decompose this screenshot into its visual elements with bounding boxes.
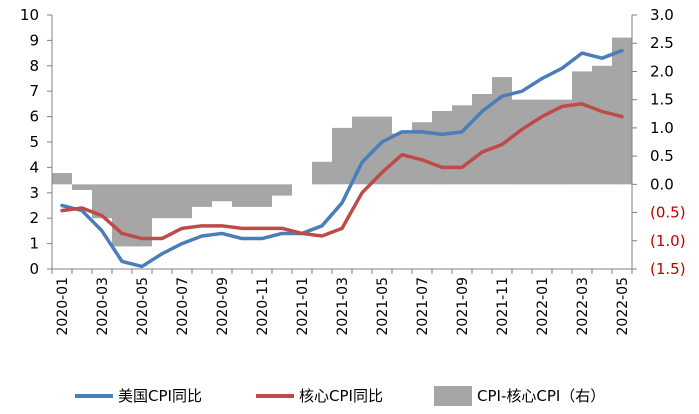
bar-2021-03: [332, 127, 352, 185]
right-tick-label: (1.5): [650, 260, 686, 278]
x-tick-label: 2020-03: [95, 277, 111, 336]
bar-2020-04: [112, 184, 132, 247]
x-tick-label: 2021-07: [415, 277, 431, 336]
bar-2021-07: [412, 122, 432, 185]
bar-2022-02: [552, 99, 572, 185]
x-tick-label: 2022-05: [615, 277, 631, 336]
right-axis-ticks: (1.5) (1.0) (0.5) 0.0 0.5 1.0 1.5 2.0 2.5 3.0: [650, 6, 686, 278]
bar-2020-09: [212, 184, 232, 202]
legend-label-us-cpi: 美国CPI同比: [118, 387, 202, 405]
x-tick-label: 2021-11: [495, 277, 511, 336]
right-tick-label: 0.5: [650, 147, 674, 165]
right-tick-label: 2.0: [650, 62, 674, 80]
bar-2020-11: [252, 184, 272, 207]
left-tick-label: 0: [29, 260, 39, 278]
right-tick-label: 0.0: [650, 175, 674, 193]
bar-2021-08: [432, 110, 452, 185]
bar-2020-06: [152, 184, 172, 219]
left-tick-label: 9: [29, 31, 39, 49]
x-tick-label: 2020-09: [215, 277, 231, 336]
x-tick-label: 2021-01: [295, 277, 311, 336]
x-tick-label: 2020-01: [55, 277, 71, 336]
bar-series: [52, 37, 632, 247]
right-tick-label: (0.5): [650, 204, 686, 222]
x-tick-label: 2022-03: [575, 277, 591, 336]
bar-2020-10: [232, 184, 252, 207]
left-tick-label: 1: [29, 235, 39, 253]
left-tick-label: 10: [20, 6, 39, 24]
bar-2020-05: [132, 184, 152, 247]
x-tick-label: 2021-09: [455, 277, 471, 336]
legend-label-diff: CPI-核心CPI（右）: [477, 387, 605, 405]
legend: 美国CPI同比 核心CPI同比 CPI-核心CPI（右）: [75, 386, 605, 406]
x-tick-label: 2021-03: [335, 277, 351, 336]
left-axis-ticks: 0 1 2 3 4 5 6 7 8 9 10: [20, 6, 39, 278]
bar-2021-02: [312, 161, 332, 185]
bar-2022-04: [592, 65, 612, 185]
x-axis-ticks: 2020-01 2020-03 2020-05 2020-07 2020-09 2020-…: [55, 277, 631, 336]
axes: [47, 14, 637, 274]
legend-swatch-diff: [434, 386, 472, 406]
bar-2021-12: [512, 99, 532, 185]
bar-2020-01: [52, 173, 72, 185]
bar-2021-06: [392, 133, 412, 185]
bar-2021-09: [452, 105, 472, 185]
left-tick-label: 3: [29, 184, 39, 202]
right-tick-label: 1.5: [650, 91, 674, 109]
left-tick-label: 7: [29, 82, 39, 100]
bar-2020-02: [72, 184, 92, 190]
bar-2021-04: [352, 116, 372, 185]
bar-2020-08: [192, 184, 212, 207]
left-tick-label: 5: [29, 133, 39, 151]
x-tick-label: 2022-01: [535, 277, 551, 336]
x-tick-label: 2020-07: [175, 277, 191, 336]
left-tick-label: 4: [29, 158, 39, 176]
x-tick-label: 2020-11: [255, 277, 271, 336]
left-tick-label: 6: [29, 108, 39, 126]
line-us-cpi: [60, 48, 624, 269]
right-tick-label: (1.0): [650, 232, 686, 250]
right-tick-label: 3.0: [650, 6, 674, 24]
bar-2020-07: [172, 184, 192, 219]
bar-2021-11: [492, 77, 512, 185]
left-tick-label: 2: [29, 209, 39, 227]
x-tick-label: 2021-05: [375, 277, 391, 336]
bar-2022-03: [572, 71, 592, 185]
right-tick-label: 1.0: [650, 119, 674, 137]
line-core-cpi: [60, 102, 624, 241]
legend-label-core-cpi: 核心CPI同比: [299, 387, 383, 405]
left-tick-label: 8: [29, 57, 39, 75]
x-tick-label: 2020-05: [135, 277, 151, 336]
right-tick-label: 2.5: [650, 34, 674, 52]
line-series: [60, 48, 624, 269]
bar-2020-12: [272, 184, 292, 196]
bar-2022-05: [612, 37, 632, 185]
bar-2020-03: [92, 184, 112, 219]
